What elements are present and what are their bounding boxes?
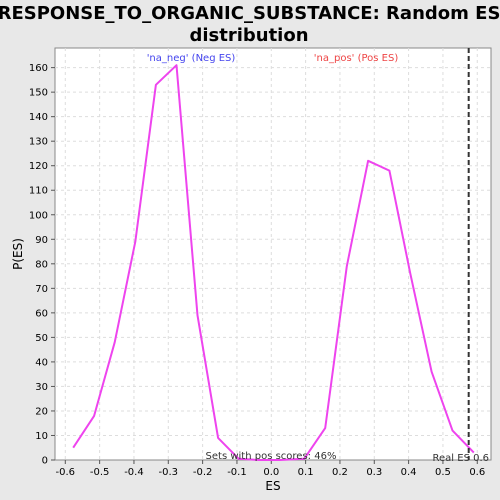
chart-title-line1: RESPONSE_TO_ORGANIC_SUBSTANCE: Random ES bbox=[0, 3, 500, 24]
real-es-label: Real ES 0.6 bbox=[433, 453, 489, 464]
y-tick-label: 70 bbox=[35, 284, 48, 295]
x-tick-label: 0.3 bbox=[366, 467, 382, 478]
y-tick-label: 50 bbox=[35, 333, 48, 344]
y-tick-label: 150 bbox=[29, 88, 48, 99]
y-axis-label: P(ES) bbox=[11, 238, 25, 270]
x-tick-label: 0.4 bbox=[401, 467, 417, 478]
series-line bbox=[72, 64, 475, 461]
y-tick-label: 60 bbox=[35, 308, 48, 319]
y-tick-label: 100 bbox=[29, 210, 48, 221]
y-tick-label: 160 bbox=[29, 63, 48, 74]
chart-title-line2: distribution bbox=[189, 25, 308, 46]
x-tick-label: 0.0 bbox=[263, 467, 279, 478]
x-tick-label: -0.4 bbox=[124, 467, 144, 478]
x-tick-label: -0.6 bbox=[56, 467, 76, 478]
x-tick-label: 0.6 bbox=[469, 467, 485, 478]
y-tick-label: 20 bbox=[35, 406, 48, 417]
x-tick-label: 0.2 bbox=[332, 467, 348, 478]
sets-pos-scores-label: Sets with pos scores: 46% bbox=[206, 451, 337, 462]
y-tick-label: 80 bbox=[35, 259, 48, 270]
x-tick-label: 0.1 bbox=[298, 467, 314, 478]
series-layer bbox=[72, 64, 475, 461]
grid bbox=[55, 48, 491, 460]
x-tick-label: -0.1 bbox=[227, 467, 247, 478]
y-tick-label: 120 bbox=[29, 161, 48, 172]
x-tick-label: 0.5 bbox=[435, 467, 451, 478]
y-tick-label: 130 bbox=[29, 137, 48, 148]
x-tick-label: -0.3 bbox=[159, 467, 179, 478]
y-tick-label: 30 bbox=[35, 382, 48, 393]
axes: 0 10 20 30 40 50 60 70 80 90 100 110 120 130 140 150 160… bbox=[29, 63, 485, 478]
x-axis-label: ES bbox=[265, 479, 280, 493]
y-tick-label: 140 bbox=[29, 112, 48, 123]
y-tick-label: 10 bbox=[35, 431, 48, 442]
x-tick-label: -0.2 bbox=[193, 467, 213, 478]
y-tick-label: 90 bbox=[35, 235, 48, 246]
pos-es-label: 'na_pos' (Pos ES) bbox=[314, 53, 399, 64]
x-tick-label: -0.5 bbox=[90, 467, 110, 478]
neg-es-label: 'na_neg' (Neg ES) bbox=[147, 53, 236, 64]
plot-area bbox=[54, 47, 492, 461]
y-tick-label: 110 bbox=[29, 186, 48, 197]
y-tick-label: 0 bbox=[42, 456, 48, 467]
y-tick-label: 40 bbox=[35, 357, 48, 368]
